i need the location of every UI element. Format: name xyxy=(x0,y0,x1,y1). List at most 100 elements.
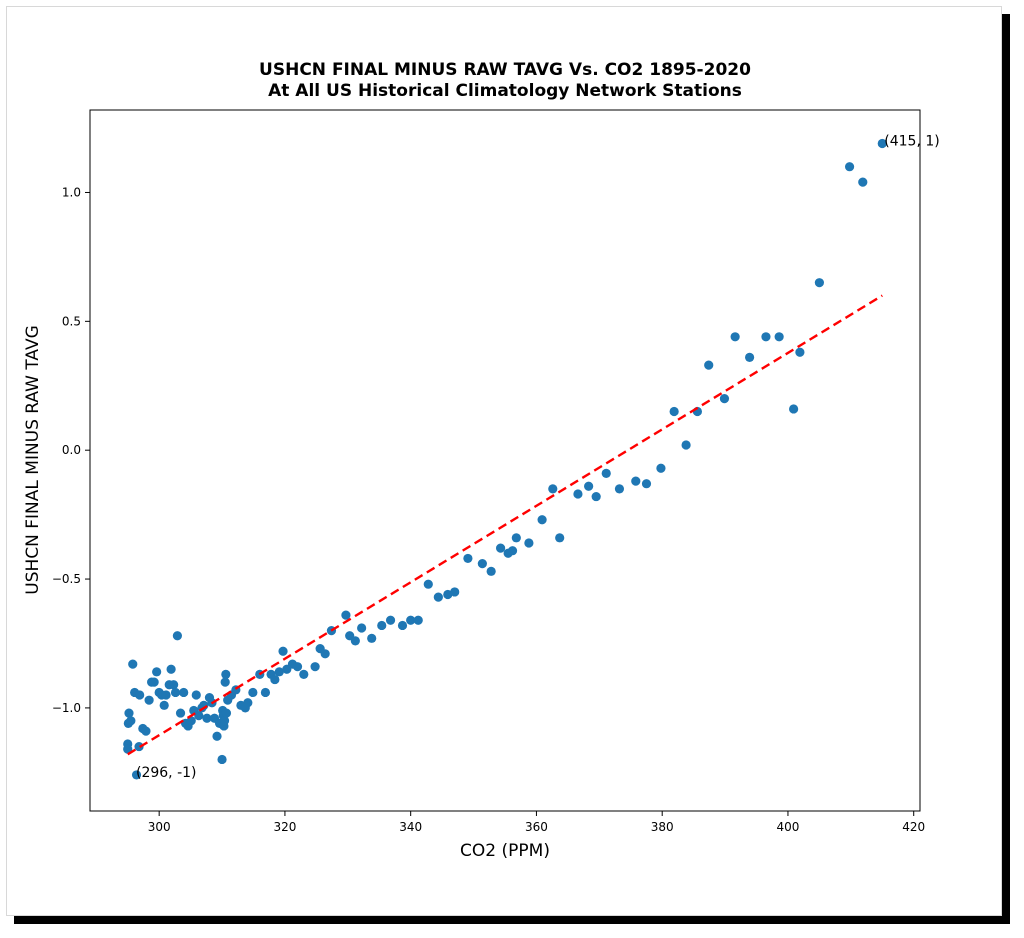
data-point xyxy=(278,646,288,656)
data-point xyxy=(248,687,258,698)
annotations: (415, 1) (296, -1) xyxy=(136,134,940,781)
data-point xyxy=(341,610,351,620)
x-axis: 300 320 340 360 380 400 420 xyxy=(148,811,925,834)
data-point xyxy=(669,406,679,417)
data-point xyxy=(144,695,154,705)
data-point xyxy=(730,332,740,342)
data-point xyxy=(704,360,714,370)
x-tick-label: 320 xyxy=(273,820,296,834)
data-point xyxy=(614,484,625,494)
data-point xyxy=(385,615,396,625)
data-point xyxy=(134,741,144,752)
x-axis-label: CO2 (PPM) xyxy=(460,841,550,861)
data-point xyxy=(320,649,330,659)
data-point xyxy=(537,515,547,525)
data-point xyxy=(260,687,271,698)
data-point xyxy=(202,713,212,723)
y-tick-label: 0.0 xyxy=(62,443,81,457)
data-point xyxy=(220,677,230,687)
data-point xyxy=(170,687,181,698)
plot-area xyxy=(89,109,921,812)
data-point xyxy=(149,677,159,687)
x-tick-label: 360 xyxy=(525,820,548,834)
data-point xyxy=(463,553,473,564)
data-point xyxy=(631,476,641,486)
data-point xyxy=(641,479,652,489)
trend-line xyxy=(127,294,883,756)
data-point xyxy=(161,690,171,700)
y-axis-label: USHCN FINAL MINUS RAW TAVG xyxy=(23,325,43,595)
data-point xyxy=(179,687,189,698)
data-point xyxy=(443,589,453,600)
data-point xyxy=(413,615,423,625)
data-point xyxy=(495,543,506,553)
point-annotation: (296, -1) xyxy=(136,765,197,781)
data-point xyxy=(357,623,367,633)
y-tick-label: 1.0 xyxy=(62,185,81,199)
data-point xyxy=(450,587,460,597)
data-point xyxy=(555,533,565,543)
data-point xyxy=(761,332,771,342)
data-point xyxy=(191,690,201,700)
data-point xyxy=(477,558,487,569)
data-point xyxy=(152,667,162,677)
data-point xyxy=(186,716,196,726)
y-tick-label: −0.5 xyxy=(52,572,81,586)
data-point xyxy=(367,633,377,643)
data-point xyxy=(292,662,303,672)
data-point xyxy=(166,664,176,674)
data-point xyxy=(656,463,666,473)
data-point xyxy=(584,481,594,491)
data-point xyxy=(573,489,583,499)
y-tick-label: 0.5 xyxy=(62,314,81,328)
data-point xyxy=(243,698,253,708)
data-point xyxy=(591,491,601,502)
data-point xyxy=(274,667,284,677)
data-point xyxy=(601,468,611,478)
data-point xyxy=(135,690,145,700)
data-point xyxy=(128,659,138,669)
chart-title: USHCN FINAL MINUS RAW TAVG Vs. CO2 1895-… xyxy=(259,60,751,80)
x-tick-label: 380 xyxy=(651,820,674,834)
data-point xyxy=(844,162,855,172)
data-point xyxy=(548,484,558,494)
data-point xyxy=(172,631,183,641)
data-points xyxy=(123,138,887,780)
y-axis: −1.0 −0.5 0.0 0.5 1.0 xyxy=(52,185,90,715)
data-point xyxy=(124,708,134,718)
data-point xyxy=(406,615,416,625)
data-point xyxy=(126,716,136,726)
data-point xyxy=(507,546,518,556)
data-point xyxy=(774,332,784,342)
data-point xyxy=(858,177,868,187)
data-point xyxy=(681,440,691,450)
x-tick-label: 420 xyxy=(902,820,925,834)
trend-line-layer xyxy=(127,294,883,756)
data-point xyxy=(795,347,805,357)
data-point xyxy=(719,394,730,404)
data-point xyxy=(397,620,408,631)
data-point xyxy=(219,716,230,726)
data-point xyxy=(486,566,496,576)
point-annotation: (415, 1) xyxy=(884,134,939,150)
data-point xyxy=(159,700,169,710)
data-point xyxy=(212,731,222,741)
data-point xyxy=(524,538,534,548)
data-point xyxy=(299,669,309,680)
data-point xyxy=(194,711,204,721)
data-point xyxy=(141,726,151,736)
x-tick-label: 340 xyxy=(399,820,422,834)
data-point xyxy=(310,662,320,672)
data-point xyxy=(377,620,387,631)
x-tick-label: 400 xyxy=(777,820,800,834)
chart-frame xyxy=(6,6,1002,916)
data-point xyxy=(789,404,799,414)
chart-subtitle: At All US Historical Climatology Network… xyxy=(268,81,742,101)
data-point xyxy=(270,674,280,685)
data-point xyxy=(433,592,443,602)
data-point xyxy=(350,636,360,646)
data-point xyxy=(423,579,433,589)
data-point xyxy=(221,669,231,680)
plot-frame xyxy=(89,109,921,812)
